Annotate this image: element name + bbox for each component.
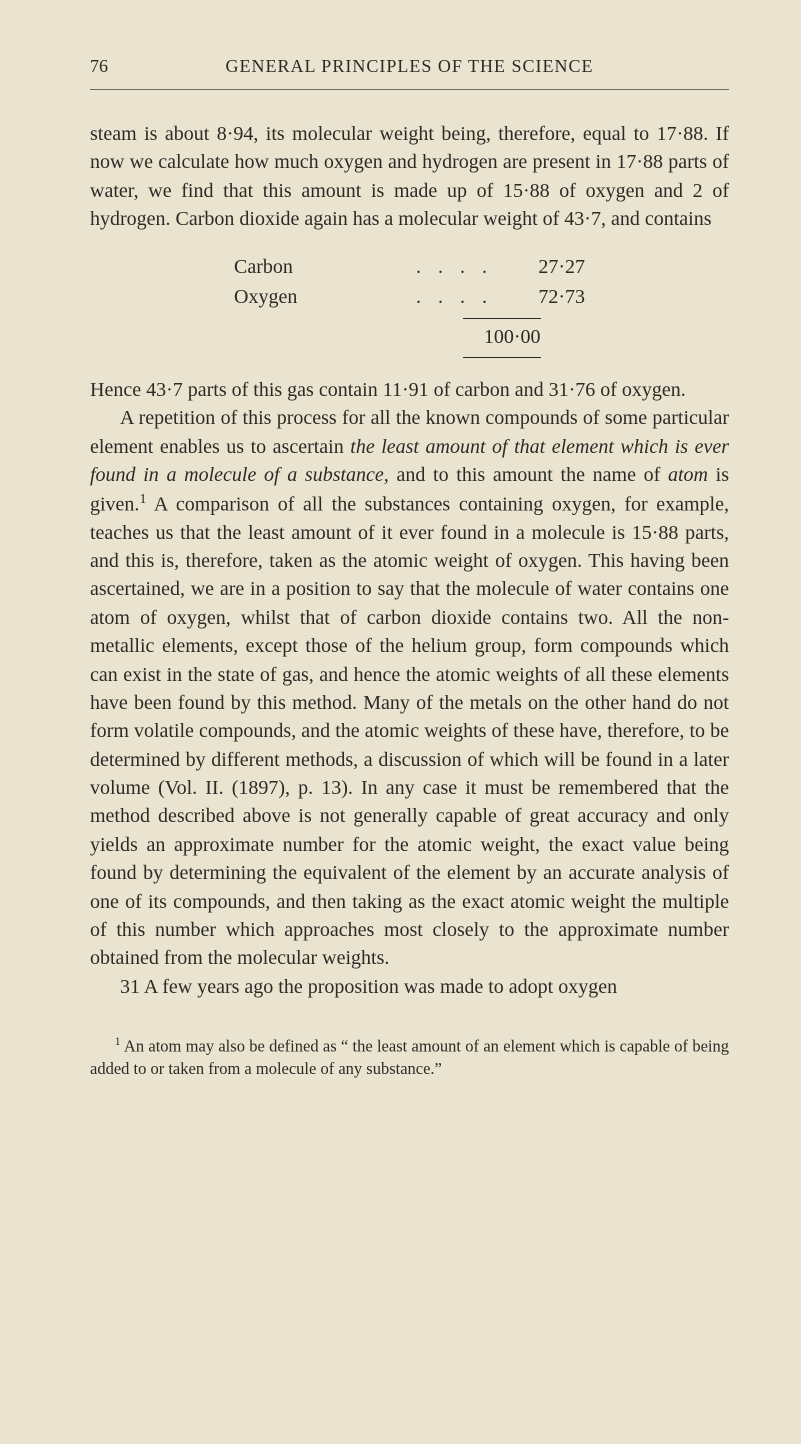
- paragraph-1: steam is about 8·94, its molecular weigh…: [90, 120, 729, 234]
- footnote: 1 An atom may also be defined as “ the l…: [90, 1035, 729, 1080]
- table-rule-bottom: [463, 357, 541, 358]
- header-rule: [90, 89, 729, 90]
- table-dots: . . . .: [416, 282, 493, 312]
- paragraph-3: A repetition of this process for all the…: [90, 404, 729, 972]
- table-dots: . . . .: [416, 252, 493, 282]
- para4-num: 31: [120, 976, 140, 998]
- para3-d: A comparison of all the substances conta…: [90, 493, 729, 969]
- para3-b: and to this amount the name of: [389, 464, 668, 486]
- table-value-oxygen: 72·73: [505, 282, 585, 312]
- composition-table: Carbon . . . . 27·27 Oxygen . . . . 72·7…: [90, 252, 729, 362]
- table-row: Carbon . . . . 27·27: [234, 252, 585, 282]
- footnote-text: An atom may also be defined as “ the lea…: [90, 1037, 729, 1078]
- table-rule-top: [463, 318, 541, 319]
- running-header: GENERAL PRINCIPLES OF THE SCIENCE: [90, 56, 729, 77]
- table-sum-wrap: 100·00: [279, 312, 541, 362]
- table-sum: 100·00: [461, 323, 541, 351]
- paragraph-4: 31 A few years ago the proposition was m…: [90, 973, 729, 1001]
- table-label-carbon: Carbon: [234, 252, 404, 282]
- table-label-oxygen: Oxygen: [234, 282, 404, 312]
- paragraph-2: Hence 43·7 parts of this gas contain 11·…: [90, 376, 729, 404]
- table-row: Oxygen . . . . 72·73: [234, 282, 585, 312]
- page: 76 GENERAL PRINCIPLES OF THE SCIENCE ste…: [0, 0, 801, 1444]
- table-value-carbon: 27·27: [505, 252, 585, 282]
- page-number: 76: [90, 56, 108, 77]
- para4-text: A few years ago the proposition was made…: [140, 976, 617, 998]
- body-text: steam is about 8·94, its molecular weigh…: [90, 120, 729, 1001]
- para3-em2: atom: [668, 464, 708, 486]
